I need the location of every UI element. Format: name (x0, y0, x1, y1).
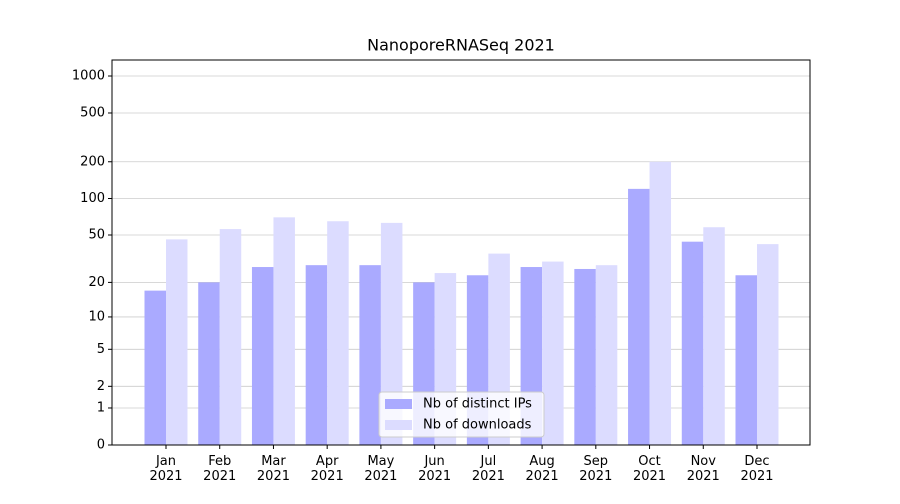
chart-title: NanoporeRNASeq 2021 (367, 36, 555, 55)
x-tick-label: Mar 2021 (257, 454, 290, 484)
x-tick-label: Apr 2021 (311, 454, 344, 484)
legend-label: Nb of distinct IPs (423, 397, 532, 412)
y-tick-label: 200 (80, 154, 105, 169)
bar (198, 282, 220, 445)
y-tick-label: 100 (80, 191, 105, 206)
bars (144, 161, 779, 445)
bar (574, 268, 596, 445)
bar (251, 267, 274, 445)
x-tick-label: Jan 2021 (149, 454, 182, 484)
bar (628, 188, 650, 445)
bar (273, 217, 295, 445)
bar (595, 265, 618, 445)
bar (681, 241, 704, 445)
y-tick-label: 10 (88, 309, 105, 324)
y-tick-label: 50 (88, 228, 105, 243)
bar (327, 221, 349, 445)
x-tick-label: Sep 2021 (579, 454, 612, 484)
bar (166, 239, 188, 445)
x-tick-label: Aug 2021 (526, 454, 559, 484)
bar (703, 227, 725, 445)
x-tick-label: Dec 2021 (740, 454, 773, 484)
y-tick-label: 1000 (72, 69, 105, 84)
bar (359, 265, 381, 445)
x-tick-label: Feb 2021 (203, 454, 236, 484)
bar (542, 261, 564, 445)
legend-box (378, 391, 545, 438)
x-tick-label: Nov 2021 (687, 454, 720, 484)
bar (380, 222, 403, 445)
legend-label: Nb of downloads (423, 418, 532, 433)
labels: 0 1 2 5 10 20 50 100 200 500 1000 Jan 2021 Feb 2021 Mar… (72, 69, 774, 484)
x-tick-label: May 2021 (364, 454, 397, 484)
y-tick-label: 0 (97, 438, 105, 453)
y-tick-label: 5 (97, 342, 105, 357)
bar (735, 275, 757, 445)
y-tick-label: 20 (88, 275, 105, 290)
legend-swatch (385, 399, 412, 409)
x-tick-label: Oct 2021 (633, 454, 666, 484)
bar (757, 244, 779, 445)
bar (219, 229, 242, 445)
y-tick-label: 500 (80, 105, 105, 120)
x-tick-label: Jun 2021 (418, 454, 451, 484)
y-tick-label: 1 (97, 400, 105, 415)
legend-swatch (385, 420, 412, 430)
bar (305, 265, 328, 445)
y-tick-label: 2 (97, 379, 105, 394)
x-tick-label: Jul 2021 (472, 454, 505, 484)
bar (649, 161, 672, 445)
axes-frame (111, 59, 811, 446)
bar (144, 290, 166, 445)
